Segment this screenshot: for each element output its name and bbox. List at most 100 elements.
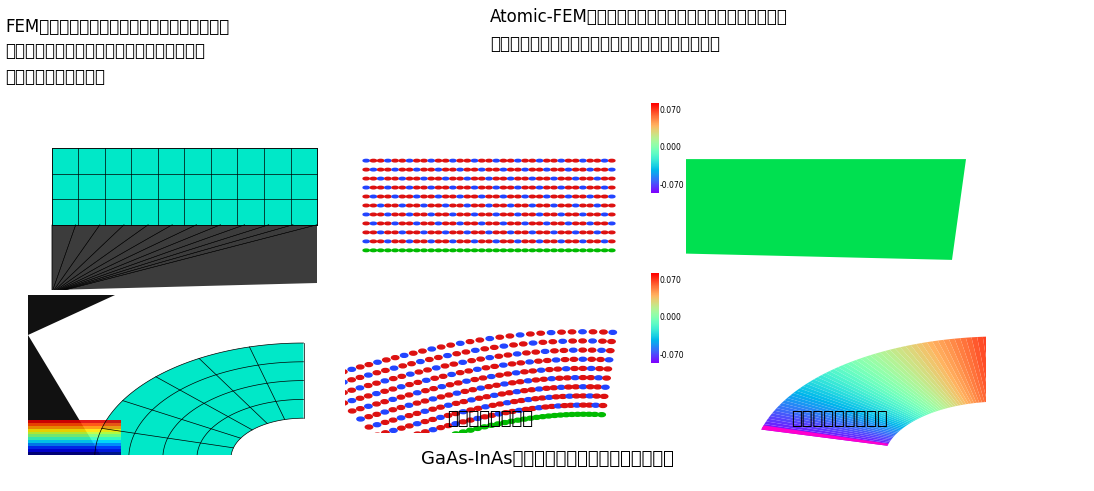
Circle shape — [429, 428, 437, 432]
Circle shape — [493, 204, 499, 207]
Circle shape — [377, 222, 384, 225]
Circle shape — [457, 186, 463, 189]
Circle shape — [331, 372, 339, 376]
Polygon shape — [961, 338, 985, 402]
Circle shape — [431, 376, 439, 380]
Circle shape — [500, 195, 507, 198]
Circle shape — [526, 360, 533, 364]
Circle shape — [377, 168, 384, 171]
Circle shape — [315, 377, 323, 381]
Circle shape — [371, 168, 376, 171]
Circle shape — [392, 249, 398, 251]
Circle shape — [544, 195, 550, 198]
Circle shape — [463, 379, 470, 383]
Circle shape — [399, 249, 406, 251]
Circle shape — [548, 377, 556, 381]
Circle shape — [536, 231, 543, 234]
Text: 0.070: 0.070 — [660, 106, 682, 115]
Circle shape — [545, 414, 552, 418]
Polygon shape — [770, 413, 893, 439]
Circle shape — [529, 160, 535, 162]
Circle shape — [363, 204, 370, 207]
Circle shape — [515, 160, 521, 162]
Circle shape — [592, 403, 600, 407]
Polygon shape — [772, 410, 894, 438]
Circle shape — [562, 413, 570, 417]
Circle shape — [472, 168, 478, 171]
Circle shape — [389, 408, 397, 411]
Circle shape — [371, 231, 376, 234]
Circle shape — [525, 398, 532, 402]
Polygon shape — [775, 408, 895, 437]
Circle shape — [544, 249, 550, 251]
Circle shape — [428, 222, 434, 225]
Circle shape — [529, 213, 535, 216]
Circle shape — [406, 424, 414, 428]
Circle shape — [594, 204, 601, 207]
Circle shape — [391, 449, 398, 453]
Circle shape — [602, 240, 607, 243]
Circle shape — [608, 240, 615, 243]
Circle shape — [385, 160, 391, 162]
Circle shape — [562, 367, 570, 371]
Circle shape — [515, 204, 521, 207]
Circle shape — [544, 358, 551, 362]
Circle shape — [428, 240, 434, 243]
Circle shape — [559, 395, 567, 398]
Circle shape — [389, 418, 397, 422]
Polygon shape — [28, 335, 101, 455]
Circle shape — [392, 231, 398, 234]
Circle shape — [515, 195, 521, 198]
Circle shape — [498, 392, 505, 396]
Circle shape — [363, 231, 370, 234]
Circle shape — [493, 240, 499, 243]
Circle shape — [551, 204, 557, 207]
Circle shape — [508, 160, 514, 162]
Circle shape — [482, 366, 490, 370]
Circle shape — [407, 249, 412, 251]
Circle shape — [422, 379, 430, 382]
Circle shape — [457, 160, 463, 162]
Circle shape — [464, 222, 470, 225]
Text: 応力分布の解析結果: 応力分布の解析結果 — [792, 410, 888, 428]
Circle shape — [488, 413, 496, 417]
Polygon shape — [788, 395, 901, 431]
Circle shape — [572, 177, 579, 180]
Circle shape — [422, 440, 430, 444]
Circle shape — [430, 387, 438, 390]
Circle shape — [532, 350, 539, 354]
Circle shape — [450, 231, 456, 234]
Circle shape — [508, 204, 514, 207]
Circle shape — [399, 364, 407, 368]
Circle shape — [570, 357, 578, 361]
Circle shape — [421, 204, 427, 207]
Circle shape — [407, 372, 414, 376]
Circle shape — [522, 249, 528, 251]
Circle shape — [515, 409, 523, 412]
Circle shape — [597, 357, 604, 361]
Text: クの集まりで全体を表し、合成した結果から: クの集まりで全体を表し、合成した結果から — [5, 42, 205, 60]
Circle shape — [517, 399, 525, 403]
Circle shape — [416, 370, 422, 374]
Circle shape — [435, 177, 442, 180]
Circle shape — [529, 240, 535, 243]
Circle shape — [544, 231, 550, 234]
Circle shape — [428, 186, 434, 189]
Circle shape — [421, 240, 427, 243]
Circle shape — [407, 160, 412, 162]
Circle shape — [385, 222, 391, 225]
Circle shape — [371, 240, 376, 243]
Circle shape — [579, 348, 586, 352]
Circle shape — [579, 330, 586, 334]
Circle shape — [392, 186, 398, 189]
Polygon shape — [51, 148, 317, 225]
Polygon shape — [28, 429, 120, 432]
Circle shape — [481, 405, 489, 409]
Circle shape — [551, 231, 557, 234]
Circle shape — [515, 186, 521, 189]
Circle shape — [385, 204, 391, 207]
Circle shape — [479, 177, 485, 180]
Circle shape — [594, 385, 602, 389]
Polygon shape — [900, 346, 956, 407]
Circle shape — [560, 349, 568, 353]
